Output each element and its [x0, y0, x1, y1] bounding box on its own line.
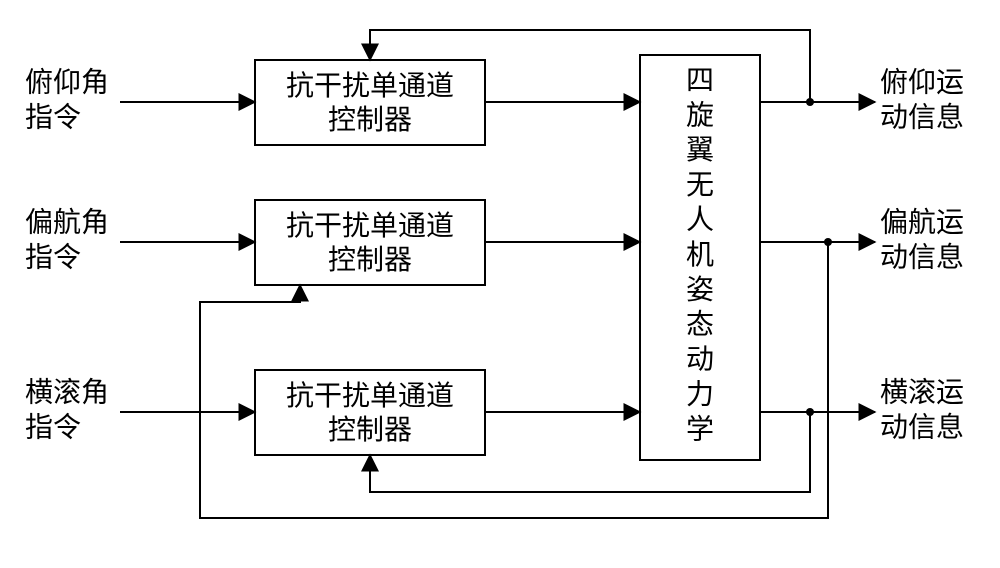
dynamics-char: 四 [686, 65, 714, 96]
dynamics-char: 机 [686, 239, 714, 271]
controller-label-line2: 控制器 [328, 414, 412, 446]
dynamics-char: 翼 [686, 135, 714, 166]
dynamics-char: 无 [686, 170, 714, 201]
junction-dot [824, 238, 832, 246]
dynamics-char: 力 [686, 379, 714, 411]
output-roll_info-line2: 动信息 [880, 411, 964, 443]
input-yaw_cmd-line1: 偏航角 [25, 206, 109, 238]
controller-label-line2: 控制器 [328, 244, 412, 276]
junction-dot [806, 408, 814, 416]
controller-label-line1: 抗干扰单通道 [286, 70, 454, 102]
controller-label-line1: 抗干扰单通道 [286, 210, 454, 242]
dynamics-char: 姿 [686, 274, 714, 306]
junction-dot [806, 98, 814, 106]
output-yaw_info-line2: 动信息 [880, 241, 964, 273]
input-roll_cmd-line1: 横滚角 [25, 376, 109, 408]
output-pitch_info-line2: 动信息 [880, 101, 964, 133]
output-roll_info-line1: 横滚运 [880, 376, 964, 408]
dynamics-char: 人 [686, 205, 714, 236]
output-yaw_info-line1: 偏航运 [880, 206, 964, 238]
dynamics-char: 态 [686, 309, 714, 341]
controller-label-line2: 控制器 [328, 104, 412, 136]
input-roll_cmd-line2: 指令 [25, 411, 81, 443]
input-yaw_cmd-line2: 指令 [25, 241, 81, 273]
input-pitch_cmd-line2: 指令 [25, 101, 81, 133]
dynamics-char: 学 [686, 413, 714, 445]
dynamics-char: 旋 [686, 99, 714, 131]
input-pitch_cmd-line1: 俯仰角 [25, 66, 109, 98]
controller-label-line1: 抗干扰单通道 [286, 380, 454, 412]
dynamics-char: 动 [686, 345, 714, 376]
output-pitch_info-line1: 俯仰运 [880, 66, 964, 98]
control-block-diagram: 抗干扰单通道控制器抗干扰单通道控制器抗干扰单通道控制器四旋翼无人机姿态动力学俯仰… [0, 0, 1000, 568]
